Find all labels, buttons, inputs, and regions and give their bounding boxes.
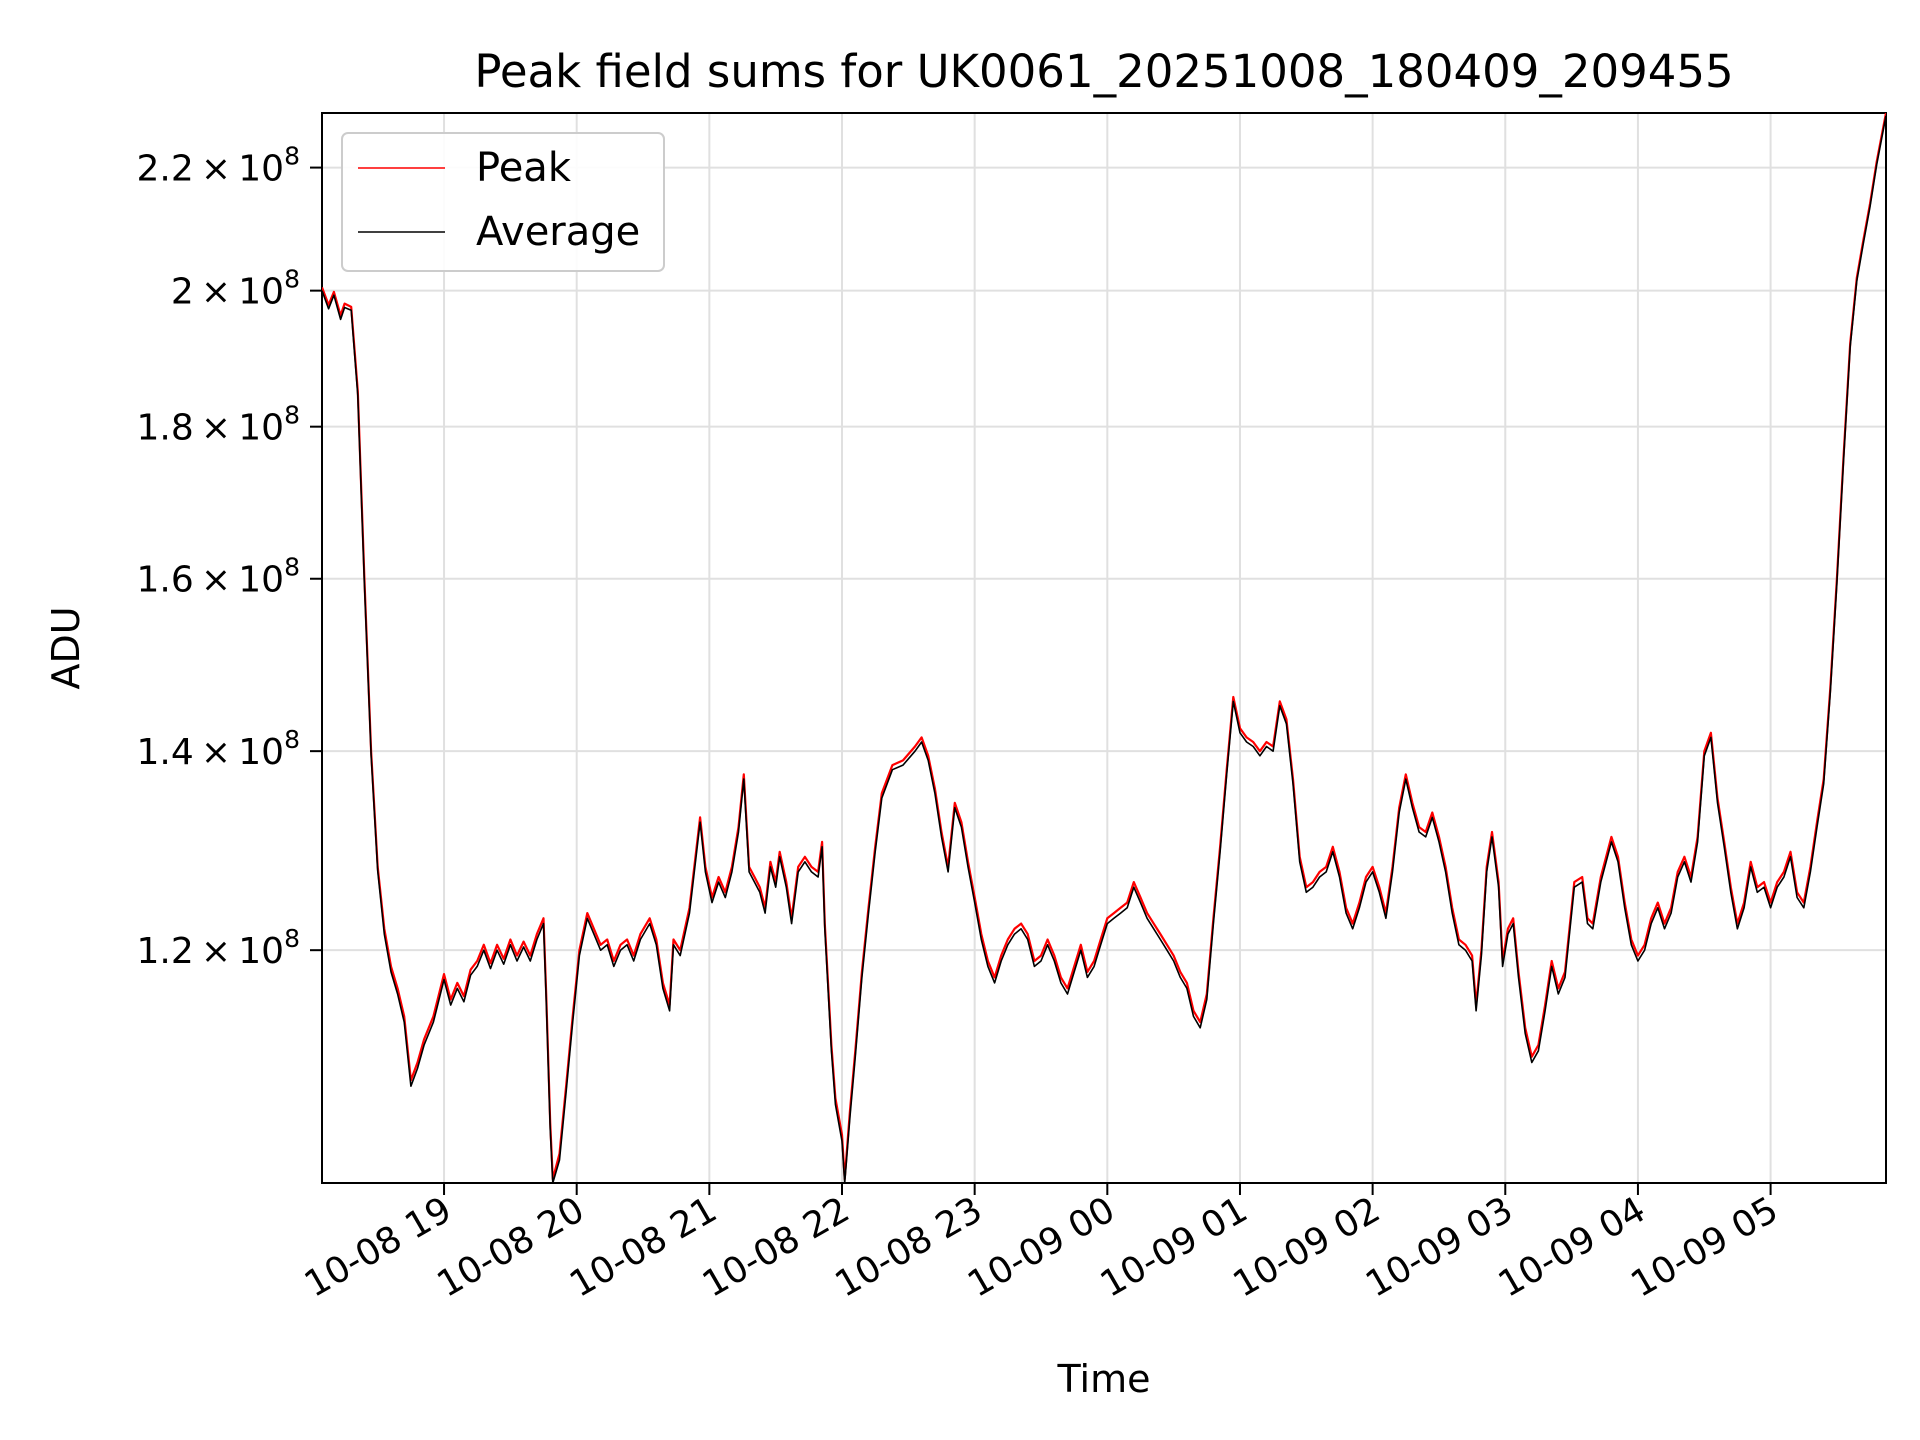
legend-label-average: Average	[476, 209, 640, 255]
legend-label-peak: Peak	[476, 145, 572, 191]
y-tick-label: 1.2 × 108	[136, 924, 300, 972]
grid	[322, 113, 1886, 1183]
y-tick-label: 1.8 × 108	[136, 401, 300, 449]
y-axis: 1.2 × 108 1.4 × 108 1.6 × 108 1.8 × 108 2 × …	[136, 142, 322, 972]
y-tick-label: 2.2 × 108	[136, 142, 300, 190]
plot-frame	[321, 112, 1887, 1184]
y-axis-label: ADU	[44, 606, 88, 689]
series-group	[322, 113, 1886, 1183]
y-tick-label: 1.6 × 108	[136, 553, 300, 601]
y-tick-label: 1.4 × 108	[136, 725, 300, 773]
series-line-average	[322, 115, 1886, 1183]
legend: Peak Average	[341, 132, 665, 272]
y-tick-label: 2 × 108	[171, 265, 300, 313]
chart-title: Peak field sums for UK0061_20251008_1804…	[474, 45, 1733, 98]
x-axis-label: Time	[1057, 1357, 1151, 1401]
